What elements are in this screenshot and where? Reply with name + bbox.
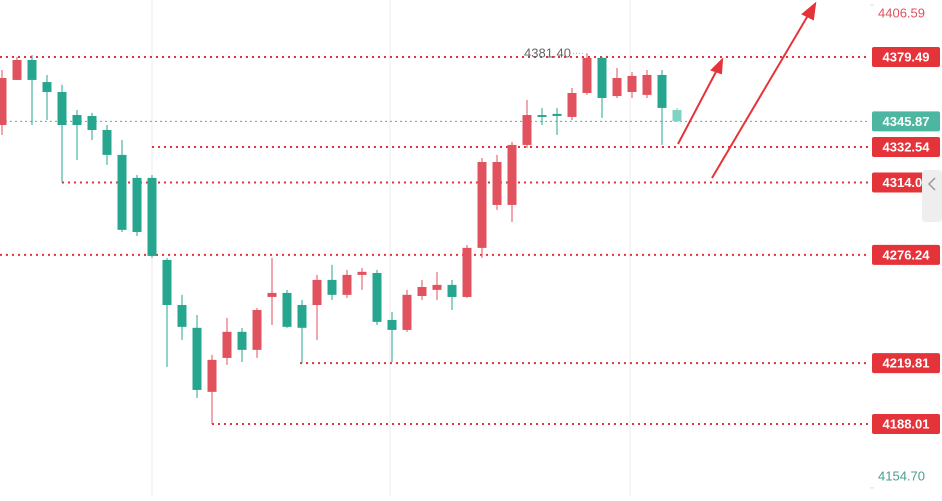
candle-body xyxy=(222,331,232,358)
candle-body xyxy=(642,74,652,95)
arrow-head xyxy=(710,57,724,75)
level-tag: 4332.54 xyxy=(883,139,931,154)
candle-body xyxy=(492,161,502,205)
candle-body xyxy=(582,57,592,93)
level-tag: 4219.81 xyxy=(883,356,930,371)
candle-body xyxy=(42,82,52,93)
plot: 4381.40 xyxy=(0,46,870,426)
candle-body xyxy=(327,279,337,295)
level-tag-box xyxy=(872,136,940,157)
level-tag: 4276.24 xyxy=(883,247,931,262)
candle-body xyxy=(312,279,322,306)
candle-body xyxy=(162,259,172,306)
candle-body xyxy=(102,129,112,155)
candle-body xyxy=(612,78,622,97)
candle-body xyxy=(207,359,217,392)
last-price-tag: 4345.87 xyxy=(883,114,930,129)
side-tab-icon xyxy=(927,177,936,191)
candle-body xyxy=(72,115,82,125)
candle-body xyxy=(627,75,637,93)
candle-body xyxy=(447,284,457,297)
arrow-head xyxy=(801,1,817,21)
candle-body xyxy=(522,115,532,145)
candle-body xyxy=(477,161,487,248)
high-label: 4381.40 xyxy=(524,46,571,61)
trend-arrows xyxy=(677,1,817,179)
candle-body xyxy=(267,292,277,297)
level-tag-box xyxy=(872,46,940,67)
candle-body xyxy=(342,274,352,295)
candle-body xyxy=(252,309,262,350)
candle-body xyxy=(87,115,97,130)
level-tag-box xyxy=(872,353,940,374)
candle-body xyxy=(597,57,607,98)
candle-body xyxy=(537,115,547,117)
candle-body xyxy=(672,110,682,122)
candle-body xyxy=(432,284,442,290)
level-tag: 4379.49 xyxy=(883,49,930,64)
level-tag: 4188.01 xyxy=(883,416,930,431)
candle-body xyxy=(372,272,382,322)
candle-body xyxy=(27,60,37,80)
candle-body xyxy=(132,177,142,232)
candle-body xyxy=(567,92,577,117)
arrow-line xyxy=(711,11,811,179)
candle-body xyxy=(552,113,562,116)
candle-body xyxy=(357,271,367,275)
candle-body xyxy=(417,286,427,296)
candle-body xyxy=(0,78,7,125)
candle-body xyxy=(507,144,517,205)
candle-body xyxy=(237,331,247,350)
candle-body xyxy=(57,92,67,125)
candle-body xyxy=(657,74,667,108)
candle-body xyxy=(402,294,412,330)
candle-body xyxy=(387,319,397,330)
candle-body xyxy=(117,154,127,230)
price-axis: 4406.59 4154.70 4379.49 4332.54 4314.01 4276.… xyxy=(870,4,940,489)
candle-body xyxy=(462,247,472,297)
side-tab[interactable] xyxy=(922,170,942,222)
level-tag-box xyxy=(872,244,940,265)
candle-body xyxy=(192,327,202,390)
candle-body xyxy=(12,60,22,80)
candle-body xyxy=(282,292,292,327)
last-price-tag-box xyxy=(872,111,940,132)
arrow-line xyxy=(677,67,719,145)
y-tick-label: 4406.59 xyxy=(878,5,925,20)
candle-body xyxy=(147,177,157,256)
candle-body xyxy=(177,305,187,327)
y-tick-label: 4154.70 xyxy=(878,468,925,483)
candle-body xyxy=(297,305,307,328)
level-tag-box xyxy=(872,414,940,435)
level-tag: 4314.01 xyxy=(883,175,930,190)
